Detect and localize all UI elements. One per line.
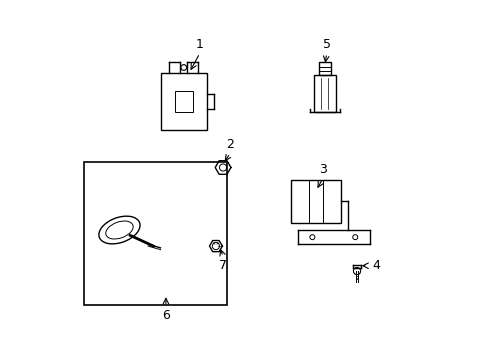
Text: 6: 6 bbox=[162, 309, 169, 322]
Text: 7: 7 bbox=[219, 259, 226, 272]
Text: 2: 2 bbox=[226, 138, 234, 151]
Bar bbox=[83, 162, 226, 305]
Text: 3: 3 bbox=[319, 163, 326, 176]
Text: 5: 5 bbox=[322, 38, 330, 51]
Text: 4: 4 bbox=[372, 259, 380, 272]
Text: 1: 1 bbox=[196, 38, 203, 51]
